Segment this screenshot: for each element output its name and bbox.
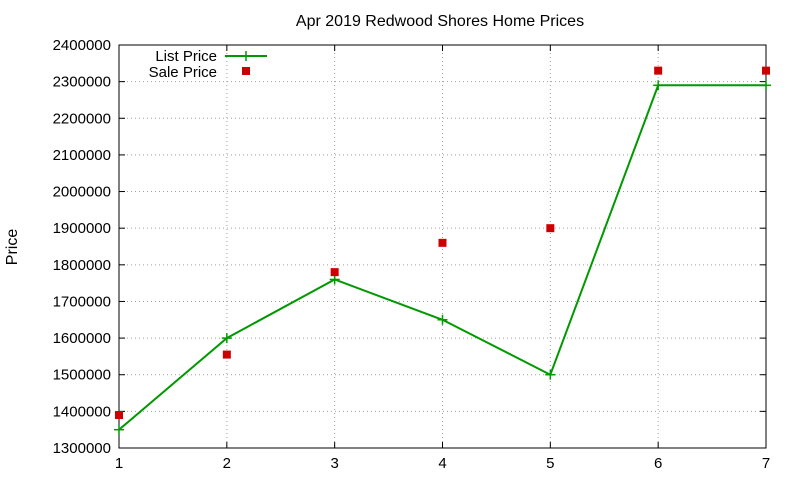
x-tick-label: 4 <box>438 455 446 472</box>
y-axis-label: Price <box>4 229 21 266</box>
y-tick-label: 1400000 <box>53 403 111 420</box>
sale-price-point <box>438 238 447 247</box>
y-tick-label: 1800000 <box>53 257 111 274</box>
sale-price-point <box>222 350 231 359</box>
y-tick-label: 2200000 <box>53 110 111 127</box>
y-tick-label: 2000000 <box>53 184 111 201</box>
sale-price-point <box>654 66 663 75</box>
list-price-point <box>114 424 124 435</box>
y-tick-label: 1700000 <box>53 293 111 310</box>
sale-price-point <box>762 66 770 75</box>
x-tick-label: 6 <box>654 455 662 472</box>
list-price-point <box>545 369 556 380</box>
x-tick-label: 1 <box>115 455 123 472</box>
x-tick-label: 5 <box>546 455 554 472</box>
x-tick-label: 2 <box>223 455 231 472</box>
y-tick-label: 1600000 <box>53 330 111 347</box>
y-tick-label: 2400000 <box>53 37 111 54</box>
list-price-point <box>653 80 664 91</box>
legend-label-sale-price: Sale Price <box>149 64 217 81</box>
x-tick-label: 7 <box>762 455 770 472</box>
y-tick-label: 2300000 <box>53 74 111 91</box>
legend-marker-list-price <box>241 51 251 61</box>
legend-label-list-price: List Price <box>155 48 217 65</box>
legend-marker-sale-price <box>242 67 250 75</box>
axis-ticks: 1 2 3 4 5 6 7 1300000 1400000 1500000 1600000 17000… <box>53 37 771 472</box>
chart-title: Apr 2019 Redwood Shores Home Prices <box>296 13 584 30</box>
y-tick-label: 1900000 <box>53 220 111 237</box>
list-price-point <box>437 314 448 325</box>
legend: List Price Sale Price <box>149 48 267 81</box>
y-tick-label: 2100000 <box>53 147 111 164</box>
y-tick-label: 1500000 <box>53 367 111 384</box>
series <box>114 66 771 435</box>
list-price-point <box>761 80 771 91</box>
sale-price-point <box>546 224 555 233</box>
x-tick-label: 3 <box>330 455 338 472</box>
y-tick-label: 1300000 <box>53 440 111 457</box>
list-price-point <box>221 333 232 344</box>
sale-price-point <box>330 268 339 277</box>
sale-price-point <box>115 411 123 420</box>
